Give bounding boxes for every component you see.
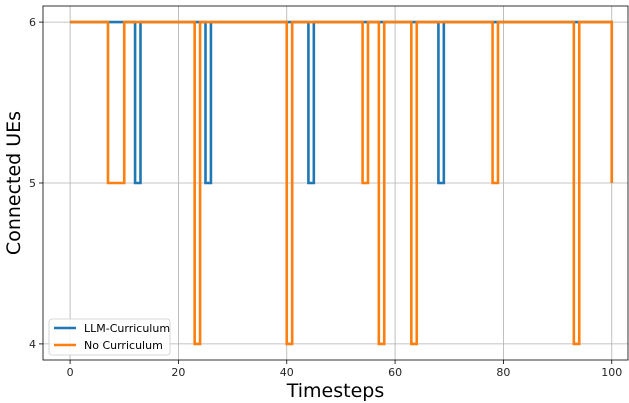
y-tick-label: 4 [29, 338, 36, 351]
grid-lines [43, 6, 628, 360]
x-tick-label: 20 [171, 366, 185, 379]
x-tick-label: 80 [496, 366, 510, 379]
x-tick-label: 0 [67, 366, 74, 379]
x-tick-label: 100 [601, 366, 622, 379]
legend: LLM-Curriculum No Curriculum [48, 318, 171, 356]
series-lines [70, 20, 614, 346]
axis-ticks: 0 20 40 60 80 100 4 5 6 [29, 16, 622, 379]
x-tick-label: 60 [388, 366, 402, 379]
series-line-llm-curriculum [70, 20, 614, 185]
y-tick-label: 6 [29, 16, 36, 29]
x-tick-label: 40 [280, 366, 294, 379]
legend-box [48, 318, 171, 356]
legend-label-no-curriculum: No Curriculum [84, 339, 163, 352]
y-tick-label: 5 [29, 177, 36, 190]
x-axis-label: Timesteps [286, 380, 385, 402]
y-axis-label: Connected UEs [3, 111, 25, 255]
series-line-no-curriculum [70, 20, 614, 346]
legend-label-llm-curriculum: LLM-Curriculum [84, 322, 170, 335]
